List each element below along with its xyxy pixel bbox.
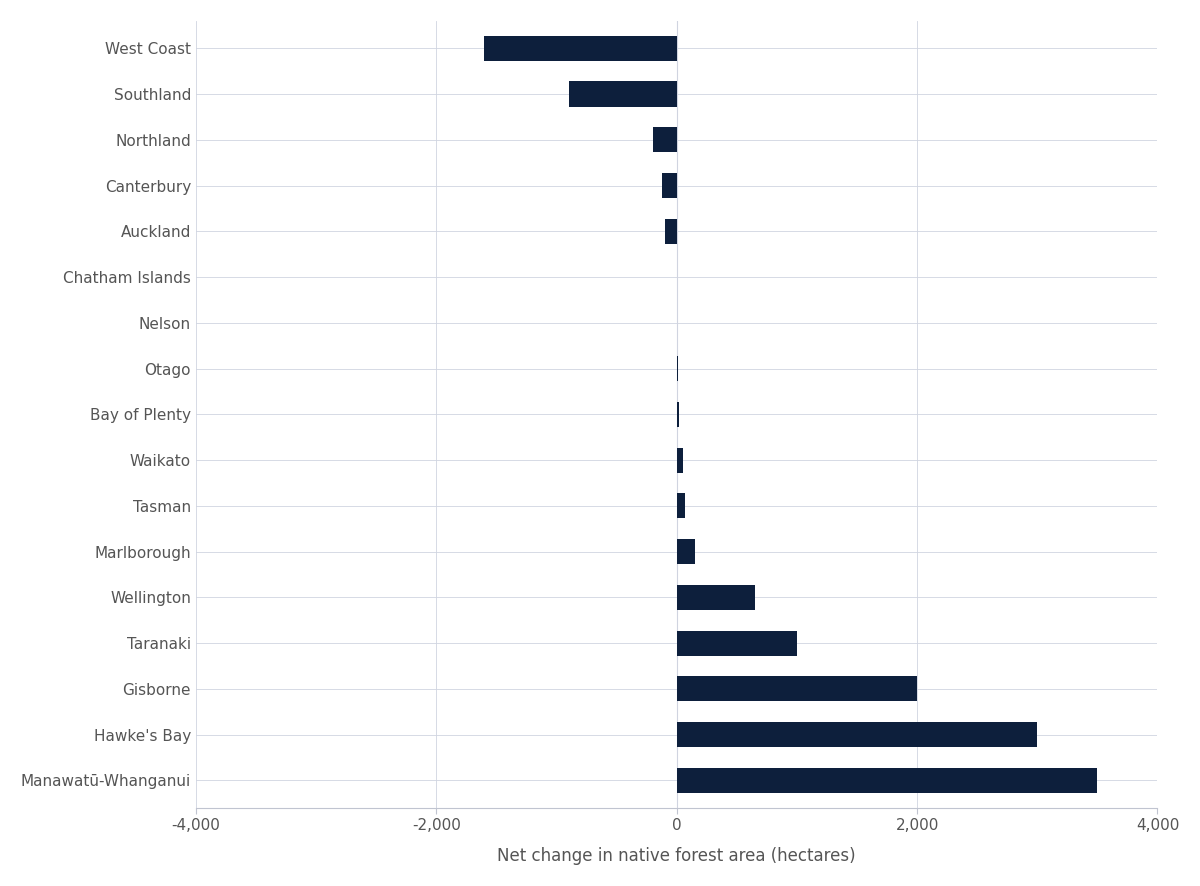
Bar bbox=[677, 676, 917, 702]
Bar bbox=[677, 401, 679, 427]
Bar bbox=[677, 768, 1097, 793]
Bar bbox=[677, 722, 1037, 747]
Bar bbox=[677, 539, 695, 564]
Bar bbox=[677, 447, 683, 473]
Bar bbox=[485, 35, 677, 61]
Bar bbox=[653, 128, 677, 152]
Bar bbox=[677, 494, 685, 518]
Bar bbox=[665, 219, 677, 244]
Bar bbox=[569, 82, 677, 106]
X-axis label: Net change in native forest area (hectares): Net change in native forest area (hectar… bbox=[497, 847, 856, 865]
Bar bbox=[677, 356, 678, 381]
Bar bbox=[662, 173, 677, 198]
Bar bbox=[677, 631, 797, 656]
Bar bbox=[677, 585, 755, 610]
